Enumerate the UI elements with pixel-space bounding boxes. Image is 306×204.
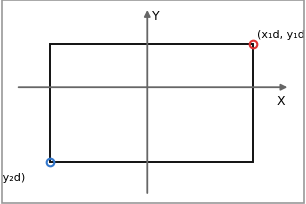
Text: X: X	[277, 95, 285, 108]
Bar	[50, 45, 253, 162]
Text: (x₂d, y₂d): (x₂d, y₂d)	[0, 172, 25, 182]
Text: Y: Y	[152, 10, 159, 23]
Text: (x₁d, y₁d): (x₁d, y₁d)	[257, 30, 306, 39]
